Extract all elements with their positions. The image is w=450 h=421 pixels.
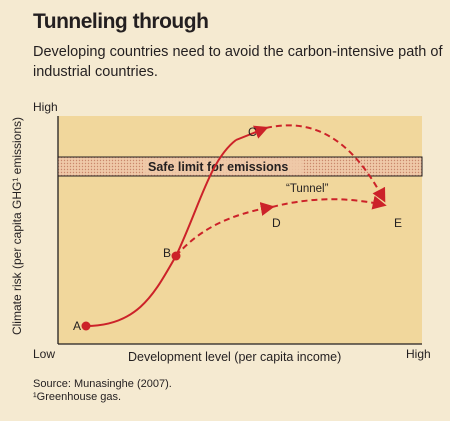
overshoot-dashed-curve — [265, 124, 386, 203]
safe-limit-label: Safe limit for emissions — [148, 160, 288, 174]
footnote: ¹Greenhouse gas. — [33, 391, 122, 403]
conventional-path-arrow — [235, 125, 269, 141]
y-axis-title: Climate risk (per capita GHG¹ emissions) — [10, 116, 24, 336]
figure-footer: Source: Munasinghe (2007). ¹Greenhouse g… — [33, 378, 172, 404]
point-e-label: E — [394, 216, 402, 230]
point-d-label: D — [272, 216, 281, 230]
x-axis-high-label: High — [406, 347, 431, 361]
figure-title: Tunneling through — [33, 10, 209, 33]
safe-limit-label-bg — [143, 159, 302, 174]
y-axis-high-label: High — [33, 100, 58, 114]
plot-area — [58, 116, 422, 344]
point-a-label: A — [73, 319, 81, 333]
tunnel-dashed-curve-2 — [271, 195, 387, 210]
tunnel-label: “Tunnel” — [286, 183, 329, 195]
point-a — [81, 321, 91, 331]
point-c-label: C — [248, 125, 257, 139]
y-axis-low-label: Low — [33, 347, 56, 361]
point-b — [171, 251, 181, 261]
tunnel-dashed-curve-1 — [175, 202, 275, 257]
figure-subtitle: Developing countries need to avoid the c… — [33, 44, 443, 80]
source-note: Source: Munasinghe (2007). — [33, 378, 172, 390]
point-b-label: B — [163, 246, 171, 260]
x-axis-title: Development level (per capita income) — [128, 350, 342, 364]
